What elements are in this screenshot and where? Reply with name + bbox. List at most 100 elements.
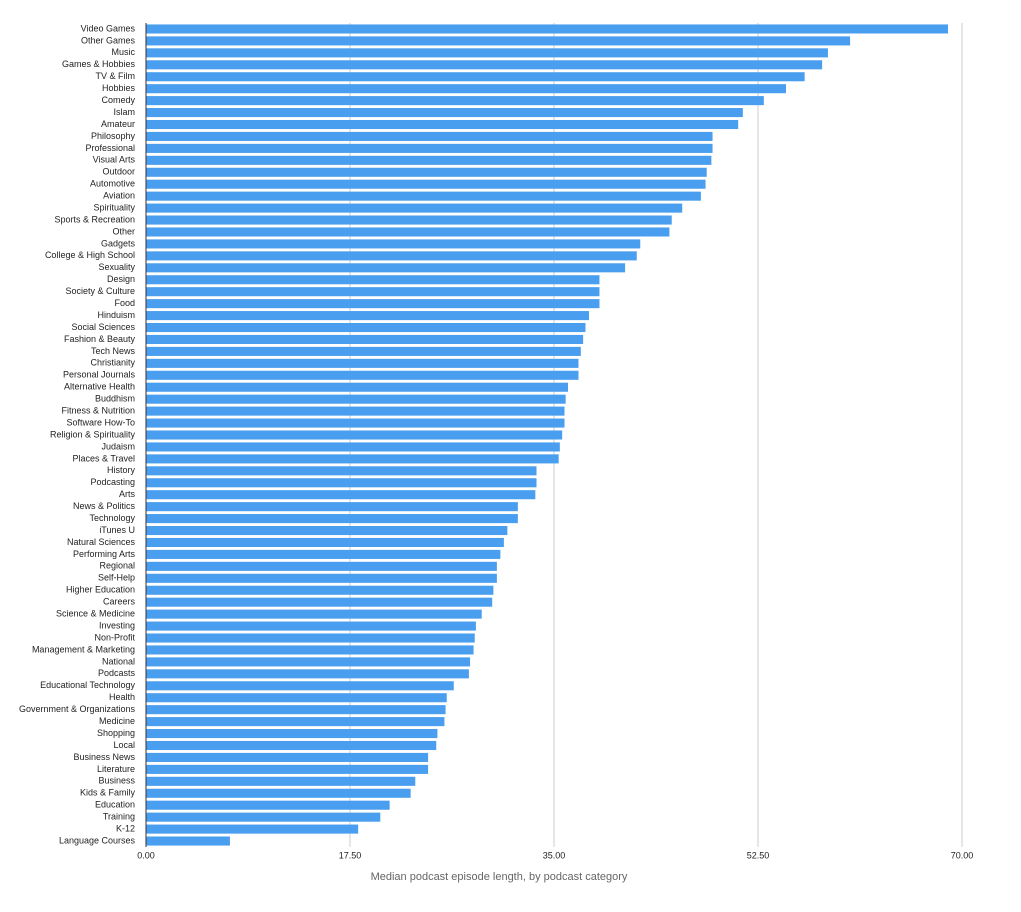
y-tick-label: Islam (113, 107, 135, 117)
y-tick-label: Language Courses (59, 835, 136, 845)
y-tick-label: Self-Help (98, 573, 135, 583)
bar (146, 442, 560, 452)
bar (146, 502, 518, 512)
bar (146, 824, 359, 834)
y-tick-label: Performing Arts (73, 549, 136, 559)
x-tick-label: 0.00 (137, 850, 155, 860)
y-tick-label: Medicine (99, 716, 135, 726)
bar (146, 322, 586, 333)
y-tick-label: Sexuality (98, 262, 135, 272)
y-tick-label: Buddhism (95, 394, 135, 404)
y-tick-label: Gadgets (101, 238, 136, 248)
bar (146, 764, 429, 774)
x-tick-label: 52.50 (747, 850, 770, 860)
bar (146, 561, 497, 571)
y-tick-label: Higher Education (66, 585, 135, 595)
bar (146, 382, 568, 392)
y-tick-label: Places & Travel (72, 453, 135, 463)
bar (146, 597, 493, 607)
y-tick-label: Video Games (81, 23, 136, 33)
y-tick-label: Games & Hobbies (62, 59, 136, 69)
bar (146, 478, 537, 488)
y-tick-label: Local (113, 740, 135, 750)
bar (146, 705, 446, 715)
bar (146, 406, 565, 416)
y-tick-label: Fitness & Nutrition (61, 405, 135, 415)
y-tick-label: Podcasts (98, 668, 136, 678)
bar (146, 36, 851, 46)
bar (146, 72, 805, 82)
x-tick-label: 70.00 (951, 850, 974, 860)
y-tick-label: Philosophy (91, 131, 136, 141)
bar (146, 573, 497, 583)
y-tick-label: Judaism (101, 441, 135, 451)
bar (146, 299, 600, 309)
bar (146, 251, 637, 261)
bar (146, 454, 559, 464)
bar (146, 191, 701, 201)
y-tick-label: Food (114, 298, 135, 308)
y-tick-label: Educational Technology (40, 680, 135, 690)
bar (146, 776, 416, 786)
bar (146, 752, 429, 762)
bar (146, 836, 230, 846)
bar (146, 84, 786, 94)
bar (146, 96, 764, 106)
y-tick-label: K-12 (116, 823, 135, 833)
bar (146, 609, 482, 619)
y-tick-label: Podcasting (90, 477, 135, 487)
y-tick-label: Science & Medicine (56, 609, 135, 619)
bar (146, 549, 501, 559)
y-tick-label: Careers (103, 597, 136, 607)
y-tick-label: Religion & Spirituality (50, 429, 136, 439)
bar (146, 287, 600, 297)
y-tick-label: Personal Journals (63, 370, 136, 380)
y-tick-label: Government & Organizations (19, 704, 136, 714)
bar (146, 394, 566, 404)
bar (146, 334, 584, 345)
y-tick-label: Aviation (103, 191, 135, 201)
bar (146, 800, 390, 810)
y-tick-label: Professional (85, 143, 135, 153)
y-tick-label: Business (98, 776, 135, 786)
y-tick-label: Sports & Recreation (54, 214, 135, 224)
bar (146, 812, 381, 822)
y-tick-label: Business News (73, 752, 135, 762)
y-tick-label: National (102, 656, 135, 666)
bar (146, 358, 579, 368)
bar (146, 525, 508, 536)
bar (146, 108, 743, 118)
bar (146, 693, 447, 703)
y-tick-label: College & High School (45, 250, 135, 260)
y-tick-label: Education (95, 800, 135, 810)
bar (146, 239, 641, 249)
y-tick-label: Other Games (81, 35, 136, 45)
y-tick-label: History (107, 465, 136, 475)
y-tick-label: Management & Marketing (32, 644, 135, 654)
bar (146, 311, 589, 321)
y-tick-label: Software How-To (66, 417, 135, 427)
y-tick-label: Tech News (91, 346, 136, 356)
bar (146, 275, 600, 285)
y-tick-label: Society & Culture (65, 286, 135, 296)
bar (146, 370, 579, 380)
bar (146, 418, 565, 428)
bar (146, 227, 670, 237)
bar (146, 788, 411, 798)
y-tick-label: iTunes U (99, 525, 135, 535)
y-tick-label: News & Politics (73, 501, 136, 511)
y-tick-label: Literature (97, 764, 135, 774)
bar (146, 215, 672, 225)
y-tick-label: Training (103, 812, 135, 822)
y-tick-label: Health (109, 692, 135, 702)
y-tick-label: Regional (99, 561, 135, 571)
bar (146, 155, 712, 165)
bar (146, 633, 475, 643)
y-tick-label: Comedy (101, 95, 135, 105)
bar (146, 346, 581, 356)
x-axis-label: Median podcast episode length, by podcas… (371, 871, 628, 883)
bar (146, 585, 494, 595)
y-tick-label: Hobbies (102, 83, 136, 93)
bar (146, 669, 469, 679)
y-tick-label: Design (107, 274, 135, 284)
